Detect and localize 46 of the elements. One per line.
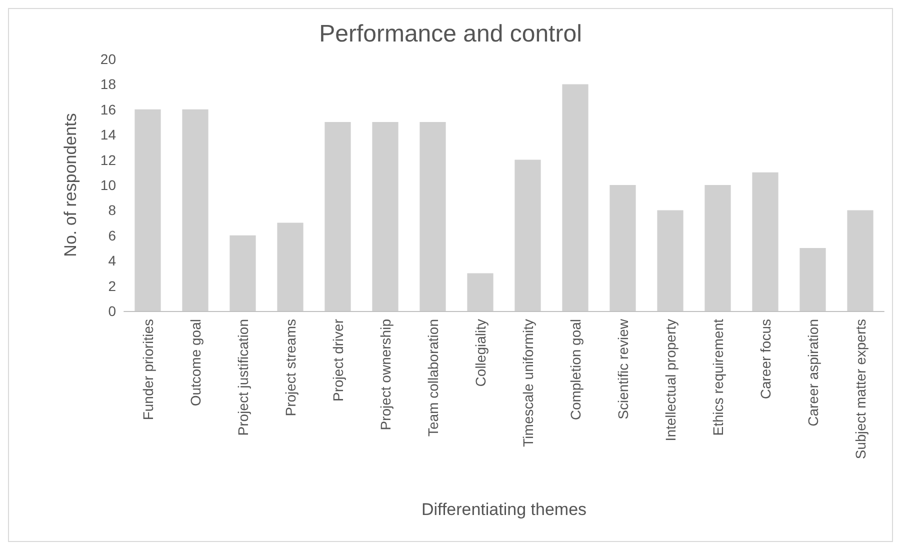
- bar: [657, 210, 684, 311]
- x-tick-label: Ethics requirement: [710, 318, 726, 436]
- bar: [324, 122, 351, 311]
- y-axis-title: No. of respondents: [61, 113, 80, 257]
- bar: [800, 248, 826, 311]
- x-tick-label: Career focus: [757, 319, 774, 400]
- x-tick-label: Subject matter experts: [852, 319, 868, 460]
- x-tick-label: Project ownership: [377, 318, 394, 430]
- x-tick-label: Outcome goal: [187, 319, 204, 406]
- x-tick-label: Project justification: [234, 319, 251, 436]
- bar: [752, 172, 778, 311]
- x-tick-label: Completion goal: [567, 319, 584, 420]
- x-tick-label: Funder priorities: [140, 319, 156, 420]
- bar: [372, 122, 398, 311]
- x-tick-label: Timescale uniformity: [520, 319, 536, 447]
- chart-title: Performance and control: [319, 20, 582, 48]
- y-tick-label: 16: [100, 101, 116, 118]
- x-tick-label: Scientific review: [614, 318, 631, 420]
- bar: [514, 160, 541, 311]
- bar: [562, 84, 588, 311]
- bar: [704, 185, 731, 311]
- x-tick-label: Project driver: [330, 318, 346, 402]
- y-tick-label: 18: [100, 76, 116, 92]
- y-tick-label: 6: [108, 227, 116, 244]
- y-tick-label: 4: [108, 252, 116, 269]
- bar: [182, 109, 208, 311]
- y-tick-label: 8: [108, 202, 116, 218]
- bar: [610, 185, 636, 311]
- x-tick-label: Collegiality: [472, 319, 488, 387]
- y-tick-label: 0: [108, 303, 116, 319]
- y-tick-label: 12: [100, 152, 116, 168]
- y-tick-label: 2: [108, 278, 116, 294]
- x-tick-label: Intellectual property: [662, 319, 678, 442]
- bar: [230, 235, 256, 311]
- y-tick-label: 20: [100, 51, 116, 67]
- x-tick-label: Career aspiration: [804, 319, 821, 426]
- x-tick-label: Team collaboration: [424, 319, 441, 437]
- x-axis-title: Differentiating themes: [421, 500, 587, 519]
- bar: [420, 122, 446, 311]
- bar: [134, 109, 161, 311]
- bar: [277, 222, 304, 311]
- bar: [847, 210, 874, 311]
- bar: [467, 273, 494, 311]
- y-tick-label: 10: [100, 177, 116, 193]
- y-tick-label: 14: [100, 126, 116, 143]
- x-tick-label: Project streams: [282, 319, 298, 416]
